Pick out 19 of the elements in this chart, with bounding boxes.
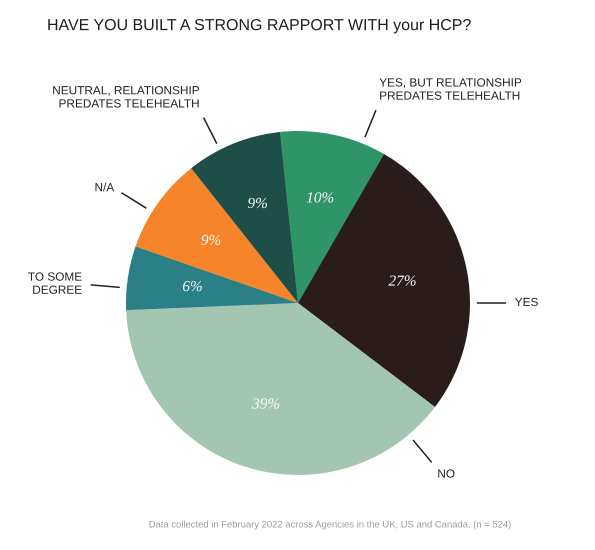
pie-slice [280, 131, 384, 303]
pie-slice [136, 168, 298, 303]
data-label: 10% [306, 192, 334, 203]
chart-title: HAVE YOU BUILT A STRONG RAPPORT WITH your HCP? [48, 18, 471, 34]
pie-slice [298, 154, 470, 407]
slice-label: NEUTRAL, RELATIONSHIP PREDATES TELEHEALTH [53, 86, 199, 108]
slice-label: YES [514, 298, 538, 306]
pie-slice [126, 246, 298, 310]
slice-label: N/A [96, 182, 114, 192]
text: Data collected in February 2022 across Agencies in the UK, US and Canada. (n = 524) [150, 520, 511, 530]
slice-label: NO [438, 469, 454, 478]
data-label: 27% [388, 275, 416, 286]
slice-label: YES, BUT RELATIONSHIP PREDATES TELEHEALTH [379, 78, 522, 100]
data-label: 39% [252, 398, 280, 409]
data-label: 9% [201, 234, 220, 246]
slice-label: TO SOME DEGREE [28, 272, 82, 294]
data-label: 9% [248, 198, 268, 208]
data-label: 6% [182, 280, 202, 292]
pie-slice [126, 303, 436, 475]
